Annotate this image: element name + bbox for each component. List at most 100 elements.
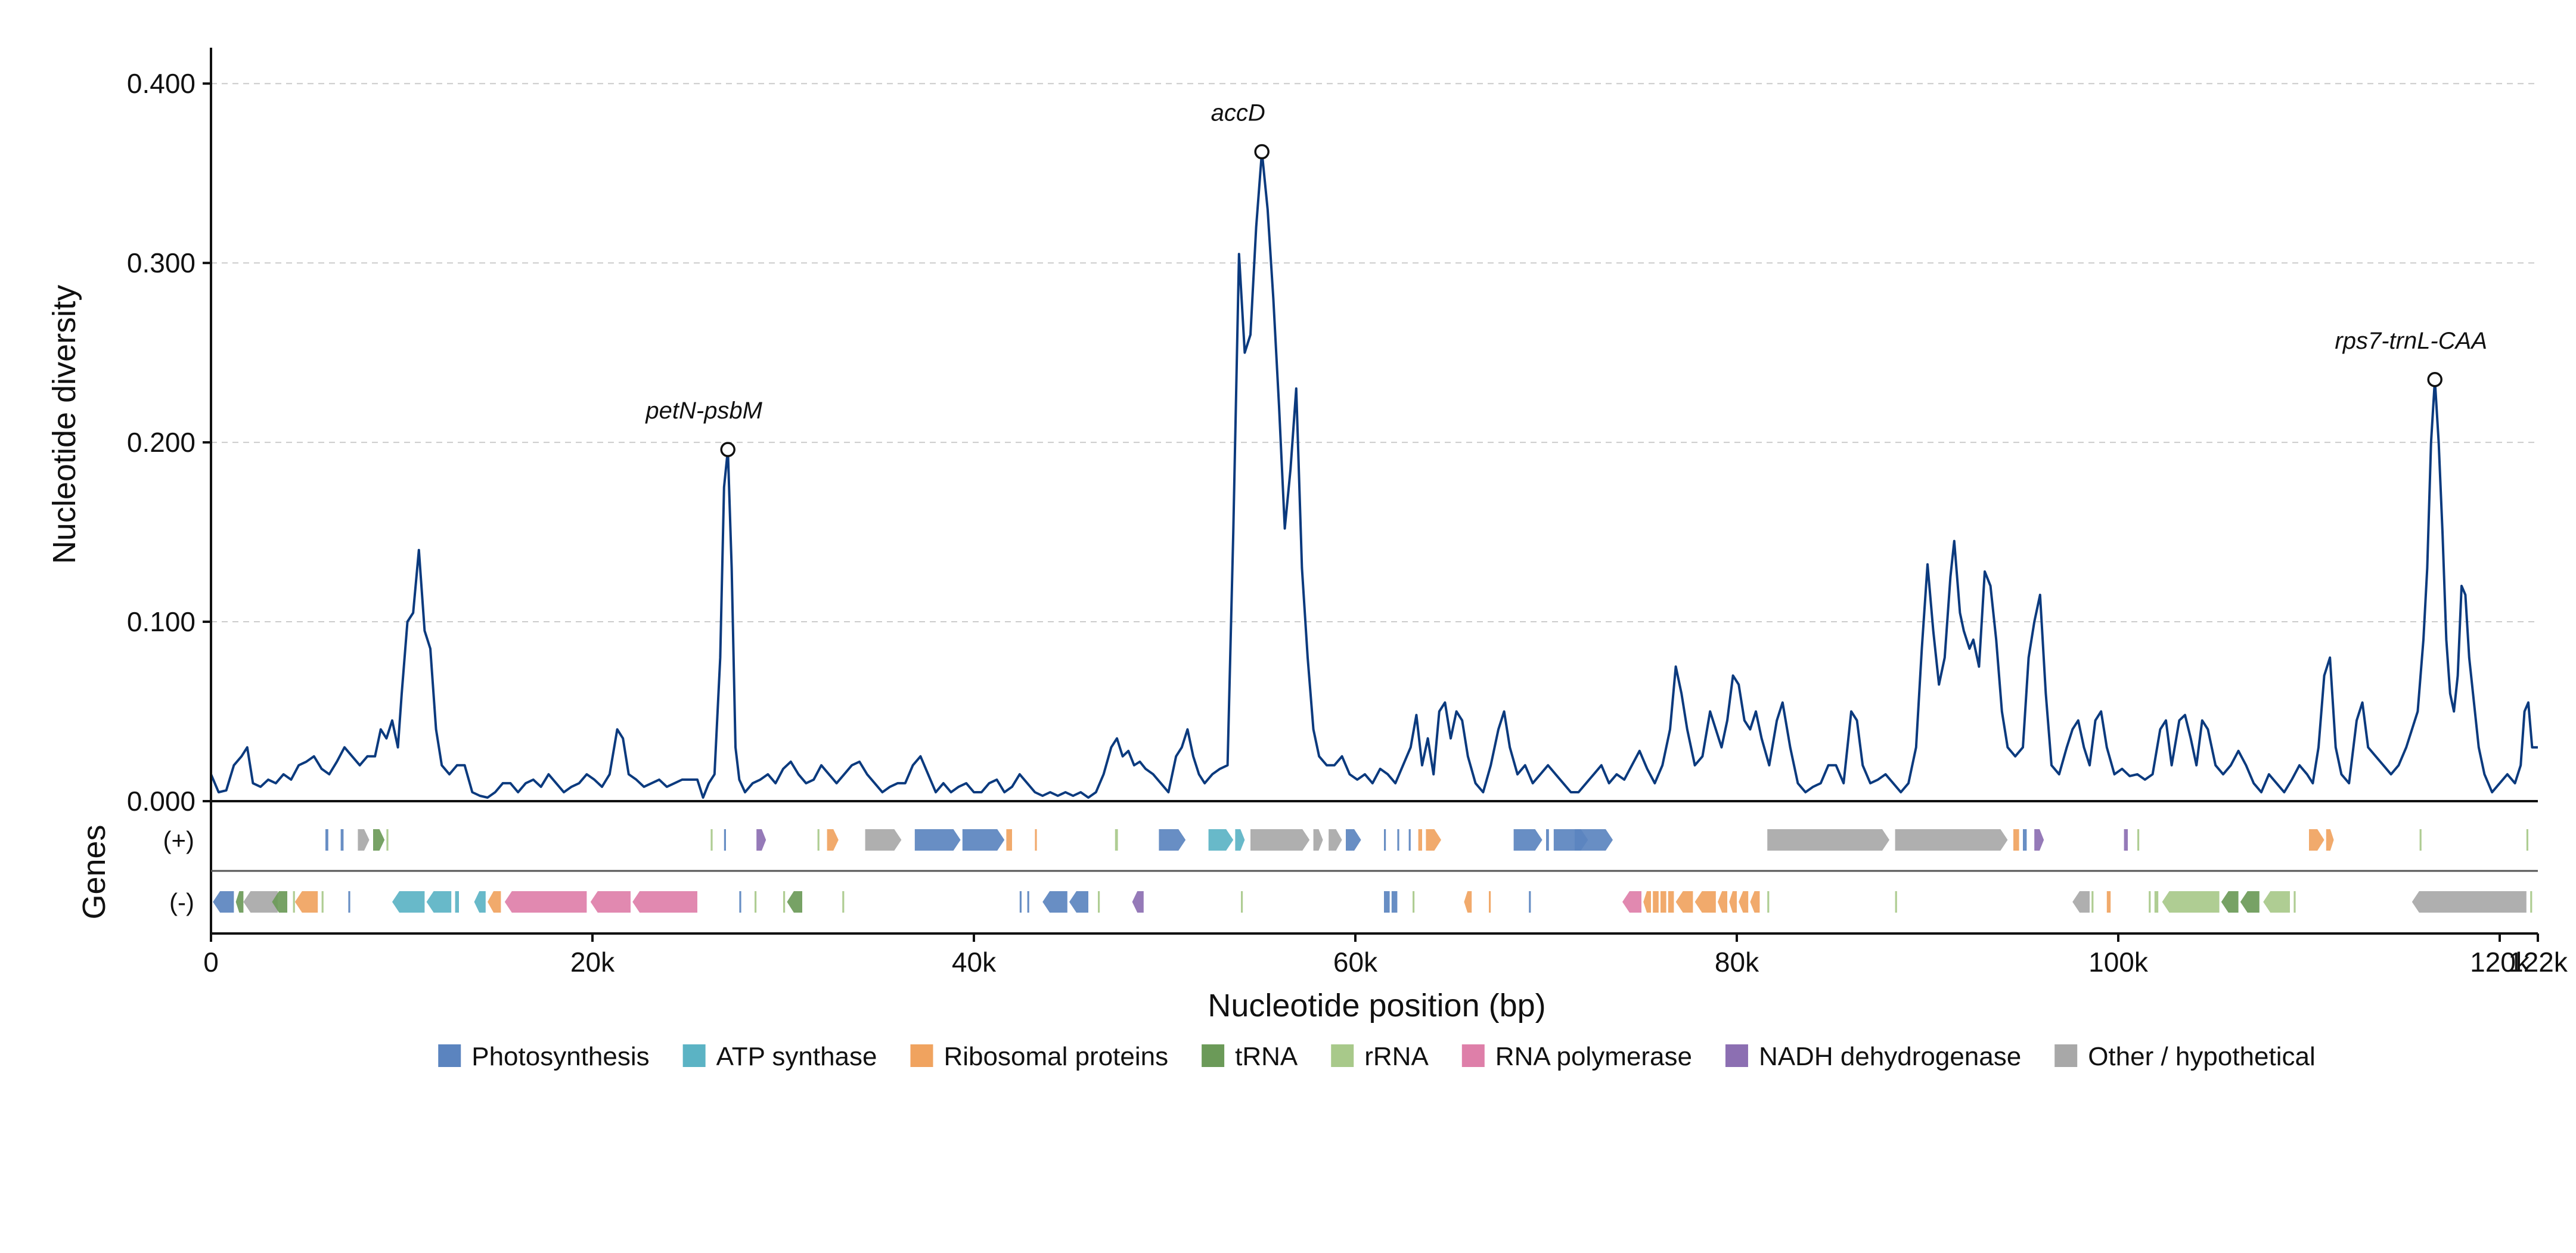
gene-feature [340, 829, 344, 851]
gene-feature [865, 829, 902, 851]
gene-feature [1895, 891, 1897, 913]
x-tick-label: 60k [1333, 947, 1378, 978]
gene-feature [213, 891, 234, 913]
legend-label: NADH dehydrogenase [1759, 1042, 2021, 1071]
gene-feature [426, 891, 452, 913]
gene-feature [348, 891, 350, 913]
peak-label: rps7-trnL-CAA [2335, 328, 2487, 354]
peak-marker [720, 442, 735, 457]
legend-label: Ribosomal proteins [944, 1042, 1168, 1071]
gene-feature [1346, 829, 1361, 851]
strand-labels: (+) (-) [163, 826, 195, 916]
gene-feature [1729, 891, 1737, 913]
peak-annotations: petN-psbM accD rps7-trnL-CAA [645, 100, 2487, 457]
x-tick-label: 80k [1715, 947, 1759, 978]
y-tick-label: 0.200 [127, 427, 195, 458]
gene-feature [2162, 891, 2220, 913]
y-tick-label: 0.400 [127, 68, 195, 99]
gene-feature [1426, 829, 1441, 851]
gene-feature [235, 891, 244, 913]
strand-label: (-) [169, 888, 194, 916]
gene-feature [1098, 891, 1100, 913]
legend-swatch [2054, 1044, 2078, 1067]
gene-feature [590, 891, 631, 913]
gene-feature [2106, 891, 2111, 913]
gene-feature [325, 829, 328, 851]
gene-feature [293, 891, 295, 913]
gene-feature [2034, 829, 2044, 851]
gene-feature [1397, 829, 1399, 851]
gene-feature [488, 891, 501, 913]
gene-feature [1159, 829, 1186, 851]
diversity-line-layer [210, 150, 2538, 799]
gene-feature [1384, 891, 1390, 913]
gene-feature [1895, 829, 2008, 851]
gene-feature [2326, 829, 2334, 851]
x-tick-label: 20k [570, 947, 615, 978]
legend-swatch [1331, 1044, 1354, 1067]
gene-feature [2023, 829, 2027, 851]
gene-feature [724, 829, 726, 851]
gene-feature [632, 891, 697, 913]
gene-feature [1739, 891, 1749, 913]
strand-label: (+) [163, 826, 195, 854]
gene-feature [1575, 829, 1613, 851]
gene-feature [1235, 829, 1245, 851]
legend-swatch [1461, 1044, 1485, 1067]
gene-feature [1006, 829, 1012, 851]
gene-feature [2221, 891, 2239, 913]
y-tick-label: 0.300 [127, 247, 195, 278]
gene-feature [962, 829, 1005, 851]
peak-marker [2427, 372, 2442, 387]
gene-feature [817, 829, 820, 851]
gene-feature [1668, 891, 1674, 913]
legend-label: tRNA [1235, 1042, 1298, 1071]
legend: Photosynthesis ATP synthase Ribosomal prot… [438, 1042, 2316, 1071]
gene-feature [1042, 891, 1067, 913]
legend-label: RNA polymerase [1495, 1042, 1692, 1071]
gene-feature [2240, 891, 2260, 913]
gene-feature [787, 891, 802, 913]
x-axis-title: Nucleotide position (bp) [1208, 988, 1545, 1024]
x-tick-label: 40k [952, 947, 997, 978]
axes: 0.000 0.100 0.200 0.300 0.400 0 20k 40k 60k 80k 10… [127, 48, 2568, 978]
legend-swatch [1202, 1044, 1225, 1067]
gene-feature [1208, 829, 1234, 851]
gene-feature [756, 829, 766, 851]
gene-feature [842, 891, 845, 913]
legend-label: Photosynthesis [471, 1042, 649, 1071]
gene-feature [1767, 829, 1889, 851]
gene-feature [2263, 891, 2290, 913]
gene-feature [1718, 891, 1727, 913]
gene-feature [710, 829, 713, 851]
gene-feature [1661, 891, 1666, 913]
gene-feature [2072, 891, 2090, 913]
gene-feature [1622, 891, 1641, 913]
diversity-series-line [210, 150, 2538, 799]
gene-feature [1019, 891, 1022, 913]
gene-feature [1241, 891, 1243, 913]
legend-swatch [1725, 1044, 1748, 1067]
legend-swatch [910, 1044, 933, 1067]
gene-feature [783, 891, 786, 913]
gene-track-title: Genes [76, 824, 112, 919]
gene-feature [1529, 891, 1531, 913]
y-tick-label: 0.000 [127, 786, 195, 817]
gene-feature [504, 891, 587, 913]
legend-swatch [438, 1044, 461, 1067]
gene-feature [1750, 891, 1760, 913]
gene-feature [386, 829, 389, 851]
gene-feature [1413, 891, 1415, 913]
gene-feature [1546, 829, 1549, 851]
gene-feature [1069, 891, 1088, 913]
gene-feature [914, 829, 961, 851]
x-tick-label: 100k [2088, 947, 2149, 978]
peak-marker [1254, 144, 1270, 160]
gene-feature [2154, 891, 2159, 913]
gene-feature [474, 891, 486, 913]
gene-feature [2013, 829, 2019, 851]
x-tick-label: 0 [203, 947, 219, 978]
gene-feature [1035, 829, 1037, 851]
gene-feature [1767, 891, 1770, 913]
